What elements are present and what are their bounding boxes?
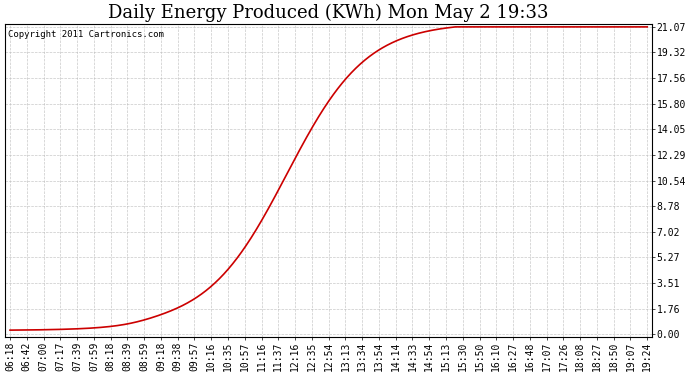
Title: Daily Energy Produced (KWh) Mon May 2 19:33: Daily Energy Produced (KWh) Mon May 2 19… <box>108 4 549 22</box>
Text: Copyright 2011 Cartronics.com: Copyright 2011 Cartronics.com <box>8 30 164 39</box>
